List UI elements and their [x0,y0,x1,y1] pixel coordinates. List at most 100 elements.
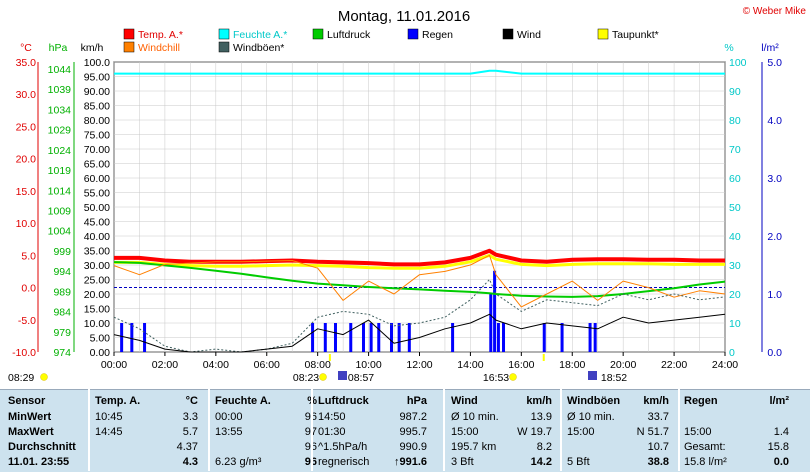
table-cell: 38.8 [647,456,669,468]
sun-event-label: 16:53 [483,372,509,384]
rain-bar [349,323,353,352]
sun-event-label: 08:23 [293,372,319,384]
column-separator [208,389,210,471]
rain-tick-label: 5.0 [767,57,782,69]
time-tick-label: 22:00 [661,359,687,371]
wind-tick-label: 65.00 [84,159,110,171]
wind-tick-label: 90.00 [84,86,110,98]
table-cell: 1.4 [773,426,789,438]
table-cell: km/h [643,395,669,407]
time-tick-label: 00:00 [101,359,127,371]
table-cell: Durchschnitt [8,441,76,453]
y-axes: 35.0 30.0 25.0 20.0 15.0 10.0 5.0 0.0 -5.0 -10.0 1… [12,57,782,359]
legend-swatch [407,28,419,40]
humidity-tick-label: 80 [729,115,741,127]
legend-swatch [312,28,324,40]
humidity-tick-label: 50 [729,202,741,214]
wind-tick-label: 100.0 [84,57,110,69]
rain-bar [502,323,506,352]
legend-label: Taupunkt* [612,29,659,41]
table-cell: 6.23 g/m³ [215,456,262,468]
sun-icon [319,373,327,381]
wind-tick-label: 55.00 [84,188,110,200]
time-tick-label: 08:00 [305,359,331,371]
rain-bar [143,323,147,352]
wind-tick-label: 80.00 [84,115,110,127]
table-cell: Regen [684,395,718,407]
chart-title: Montag, 11.01.2016 [338,8,470,25]
pressure-tick-label: 1004 [48,226,72,238]
sun-icon [40,373,48,381]
table-cell: Temp. A. [95,395,141,407]
humidity-tick-label: 100 [729,57,747,69]
rain-bar [560,323,564,352]
legend-label: Windchill [138,42,180,54]
rain-bar [369,323,373,352]
temp-tick-label: 0.0 [21,283,36,295]
table-cell: W 19.7 [517,426,552,438]
pressure-tick-label: 1019 [48,165,72,177]
wind-tick-label: 60.00 [84,173,110,185]
rain-tick-label: 2.0 [767,231,782,243]
table-cell: 15:00 [567,426,595,438]
table-cell: 14:50 [318,411,346,423]
legend-label: Windböen* [233,42,284,54]
time-tick-label: 16:00 [508,359,534,371]
rain-bar [493,270,497,352]
pressure-tick-label: 1029 [48,125,72,137]
column-separator [88,389,90,471]
wind-unit-label: km/h [81,42,104,54]
table-cell: Ø 10 min. [567,411,615,423]
table-cell: 4.3 [182,456,198,468]
legend-swatch [123,28,135,40]
humidity-tick-label: 20 [729,289,741,301]
table-cell: MaxWert [8,426,54,438]
humidity-unit-label: % [724,42,733,54]
column-separator [311,389,313,471]
pressure-tick-label: 974 [53,347,71,359]
pressure-tick-label: 984 [53,307,71,319]
wind-tick-label: 15.00 [84,304,110,316]
moon-icon [338,371,347,380]
sun-event-label: 08:57 [348,372,374,384]
time-tick-label: 02:00 [152,359,178,371]
rain-bar [397,323,401,352]
table-cell: 33.7 [647,411,669,423]
table-cell: 96 [305,456,317,468]
series-line [113,261,726,298]
pressure-tick-label: 1009 [48,206,72,218]
table-cell: Wind [451,395,478,407]
moon-icon [588,371,597,380]
humidity-tick-label: 10 [729,318,741,330]
table-cell: 15.8 [767,441,789,453]
column-separator [443,389,445,471]
time-tick-label: 14:00 [457,359,483,371]
table-cell: 5.7 [182,426,198,438]
table-cell: 11.01. 23:55 [8,456,70,468]
sun-icon [509,373,517,381]
pressure-tick-label: 1014 [48,185,72,197]
humidity-tick-label: 70 [729,144,741,156]
series-line [114,253,725,270]
table-cell: 195.7 km [451,441,497,453]
temp-tick-label: 35.0 [16,57,37,69]
rain-bar [542,323,546,352]
wind-tick-label: 85.00 [84,101,110,113]
temp-tick-label: 20.0 [16,154,37,166]
wind-tick-label: 5.00 [90,333,111,345]
temp-tick-label: 25.0 [16,121,37,133]
wind-tick-label: 50.00 [84,202,110,214]
wind-tick-label: 95.00 [84,72,110,84]
pressure-tick-label: 999 [53,246,71,258]
pressure-tick-label: 979 [53,327,71,339]
table-cell: MinWert [8,411,52,423]
time-tick-label: 20:00 [610,359,636,371]
table-cell: 01:30 [318,426,346,438]
rain-bar [323,323,327,352]
sun-event-label: 08:29 [8,372,34,384]
table-cell: Ø 10 min. [451,411,499,423]
humidity-tick-label: 40 [729,231,741,243]
legend-label: Temp. A.* [138,29,183,41]
table-cell: 96 [305,441,317,453]
credit-label: © Weber Mike [743,6,807,17]
